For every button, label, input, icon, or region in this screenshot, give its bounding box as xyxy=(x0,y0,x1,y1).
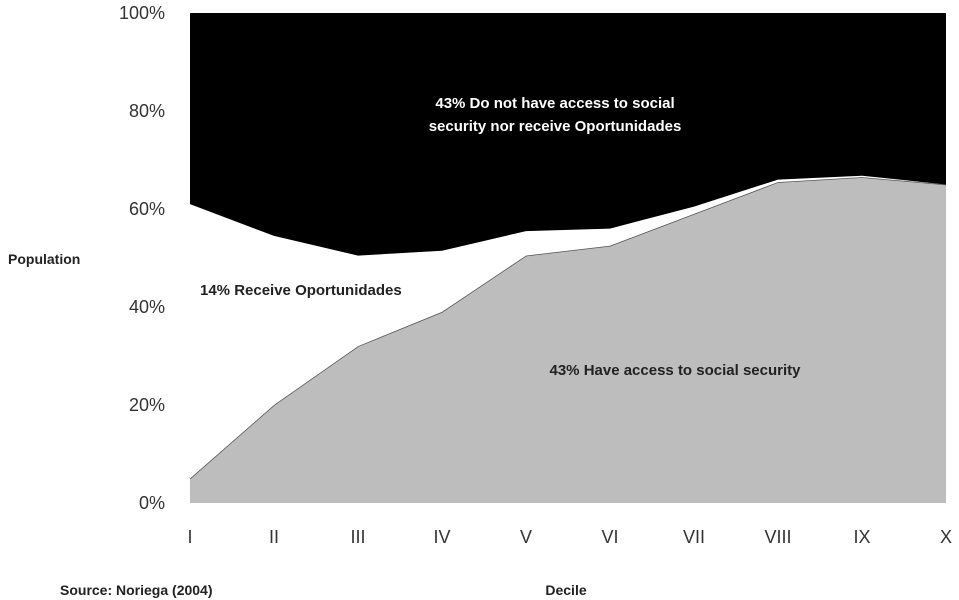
x-tick-label: VI xyxy=(601,527,618,547)
y-tick-label: 100% xyxy=(119,3,165,23)
x-tick-label: IX xyxy=(853,527,870,547)
y-axis-ticks: 0% 20% 40% 60% 80% 100% xyxy=(119,3,165,513)
annotation-no-access-line1: 43% Do not have access to social xyxy=(435,95,674,112)
x-tick-label: III xyxy=(350,527,365,547)
annotation-no-access-line2: security nor receive Oportunidades xyxy=(429,118,682,135)
x-tick-label: IV xyxy=(433,527,450,547)
source-note: Source: Noriega (2004) xyxy=(60,582,213,598)
x-tick-label: II xyxy=(269,527,279,547)
area-social xyxy=(190,177,946,503)
annotation-social-security: 43% Have access to social security xyxy=(550,362,802,379)
y-tick-label: 60% xyxy=(129,199,165,219)
x-tick-label: V xyxy=(520,527,532,547)
x-axis-ticks: I II III IV V VI VII VIII IX X xyxy=(187,527,952,547)
x-tick-label: VIII xyxy=(764,527,791,547)
area-oport xyxy=(190,175,946,479)
y-tick-label: 80% xyxy=(129,101,165,121)
y-axis-title: Population xyxy=(8,251,80,267)
x-tick-label: X xyxy=(940,527,952,547)
y-tick-label: 20% xyxy=(129,395,165,415)
area-none xyxy=(190,13,946,256)
y-tick-label: 40% xyxy=(129,297,165,317)
y-tick-label: 0% xyxy=(139,493,165,513)
chart-areas xyxy=(189,13,947,503)
x-tick-label: I xyxy=(187,527,192,547)
x-tick-label: VII xyxy=(683,527,705,547)
x-axis-title: Decile xyxy=(545,582,586,598)
annotation-oportunidades: 14% Receive Oportunidades xyxy=(200,282,402,299)
